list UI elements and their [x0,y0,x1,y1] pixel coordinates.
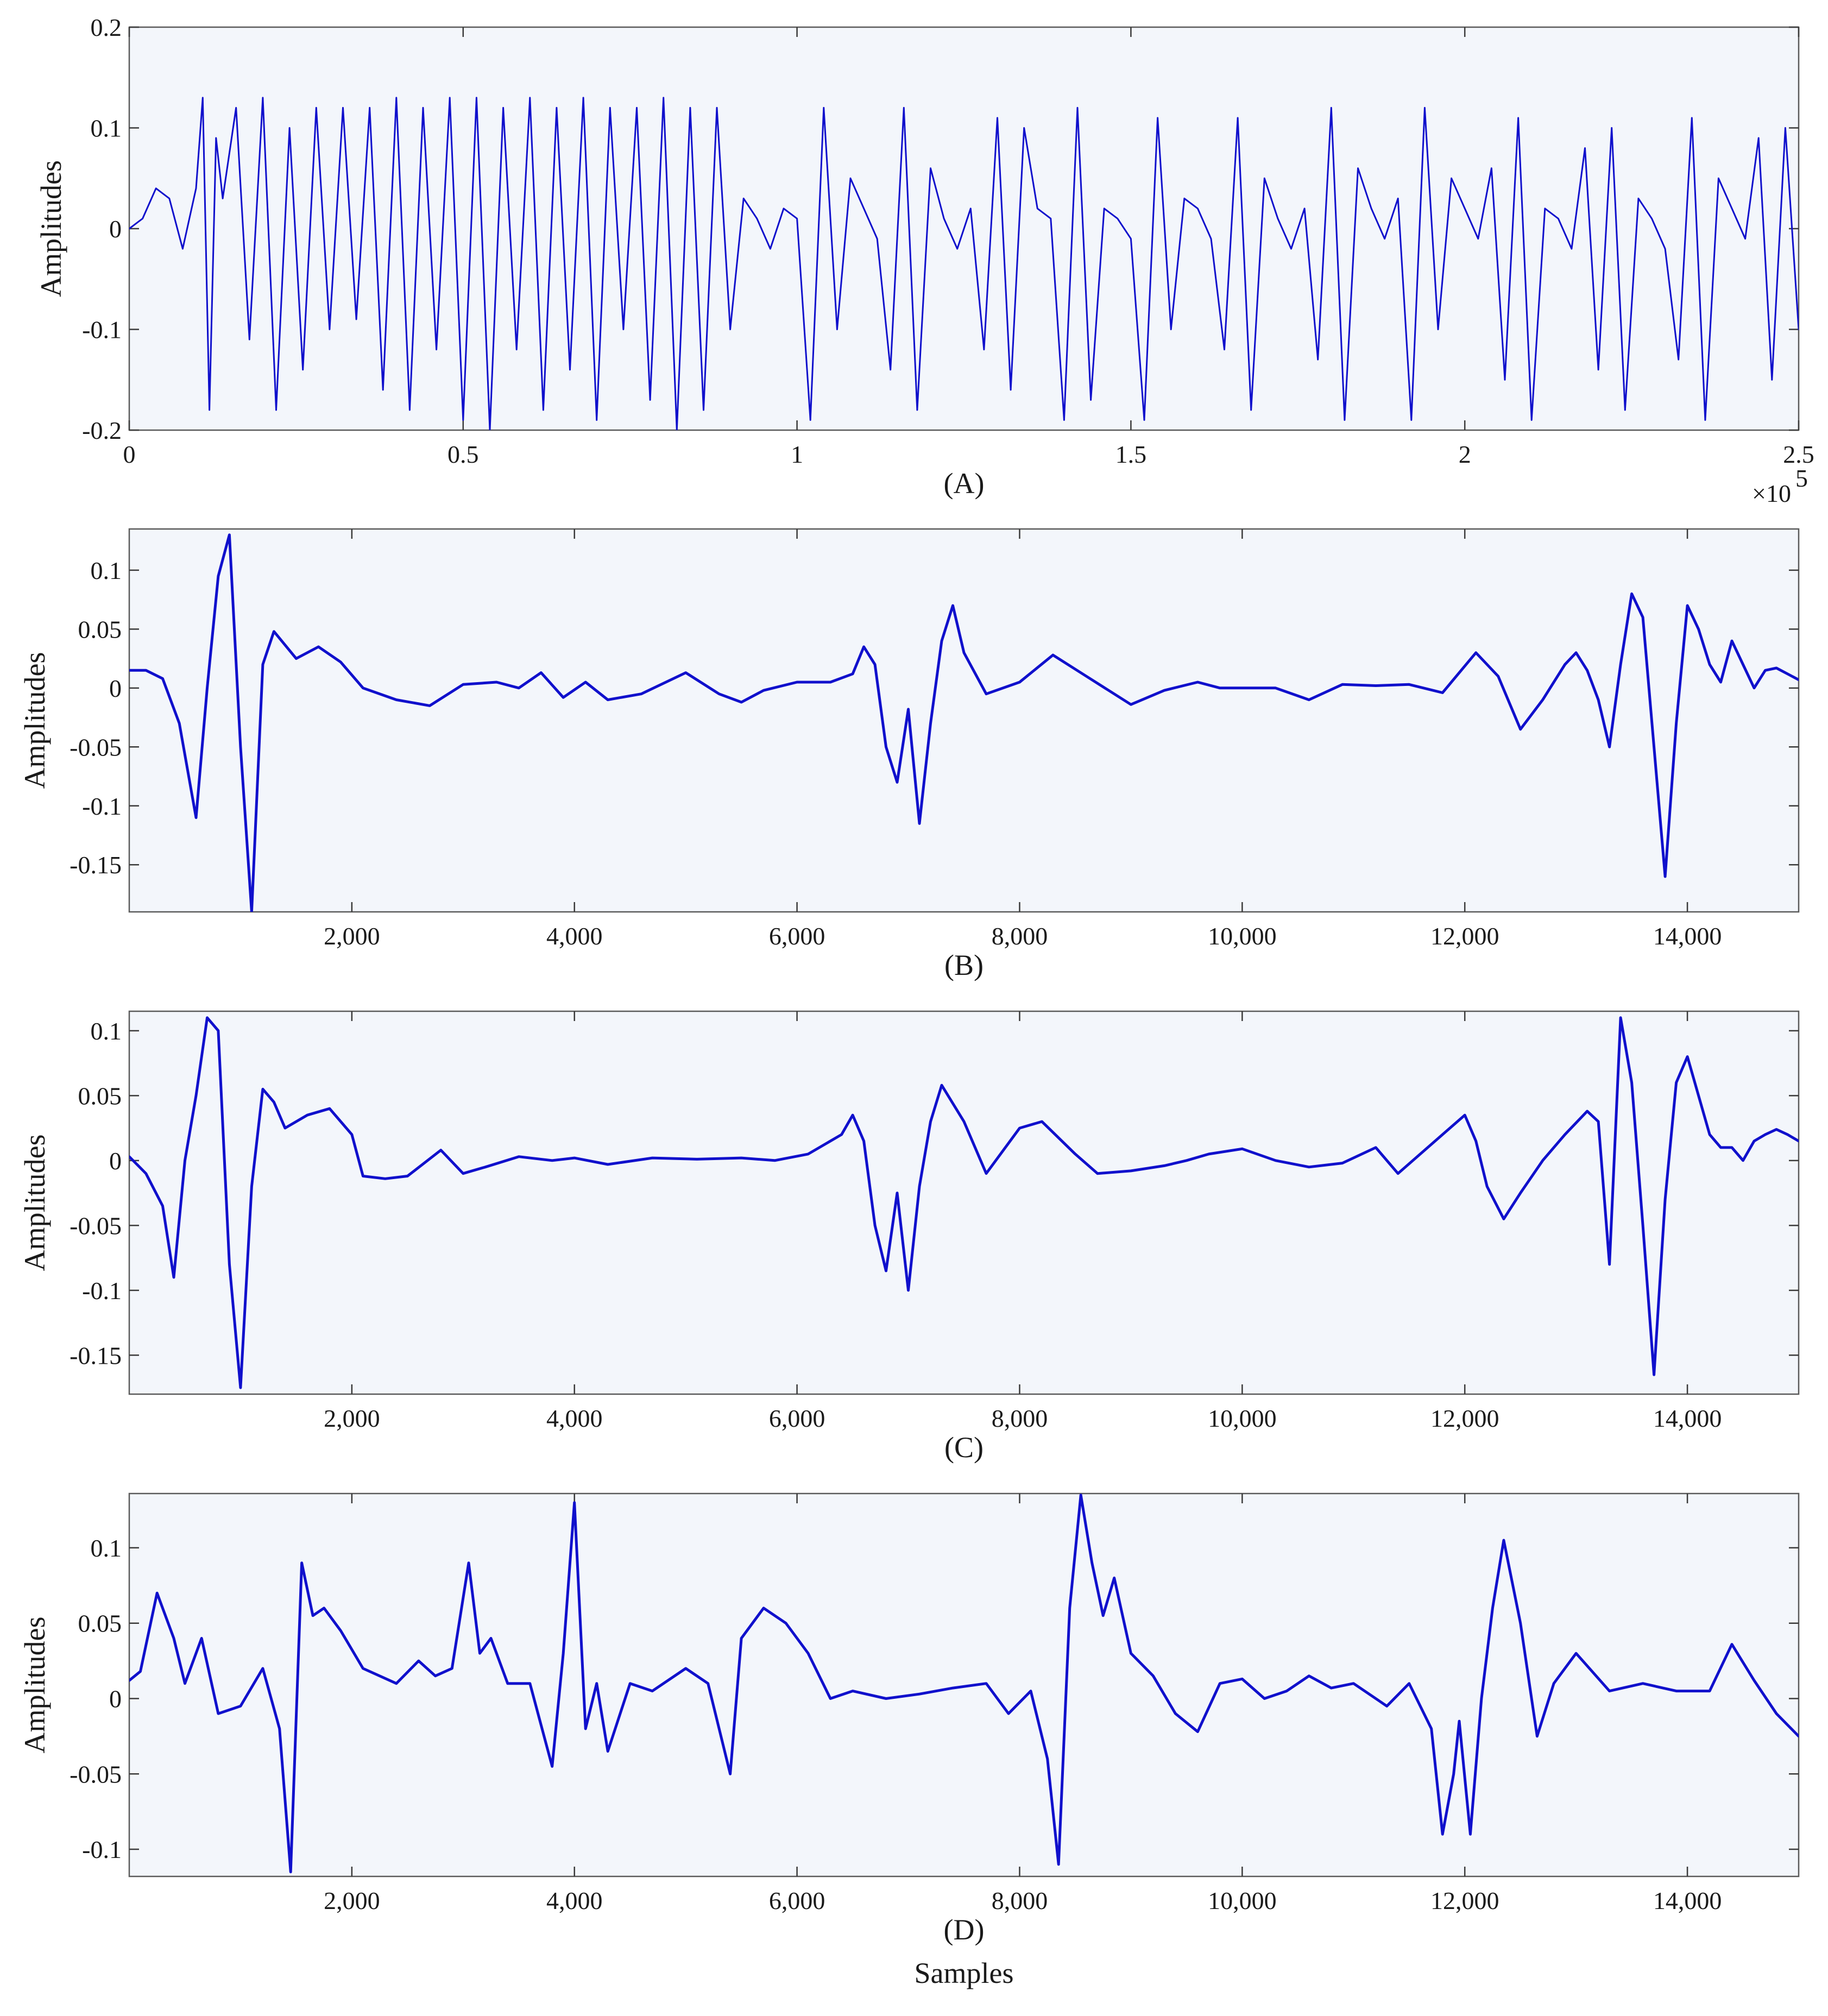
y-tick-label: 0 [109,1685,122,1712]
y-tick-label: -0.1 [82,1836,122,1863]
y-axis-title: Amplitudes [18,1135,51,1271]
x-tick-label: 12,000 [1430,1404,1499,1432]
y-tick-label: -0.05 [70,733,122,761]
y-tick-label: -0.15 [70,851,122,879]
y-tick-label: 0.05 [78,1082,122,1110]
y-tick-label: 0.1 [91,115,122,142]
x-tick-label: 2,000 [324,922,380,950]
x-tick-label: 8,000 [992,1887,1048,1914]
series-line [129,533,1799,912]
x-tick-label: 2.5 [1783,440,1814,468]
y-tick-label: 0.1 [91,1017,122,1045]
y-axis-title: Amplitudes [35,160,67,297]
y-tick-label: 0 [109,675,122,702]
x-axis-exponent-power: 5 [1795,464,1808,492]
y-tick-label: 0 [109,215,122,243]
y-tick-label: -0.1 [82,316,122,344]
y-tick-label: -0.15 [70,1341,122,1369]
x-tick-label: 12,000 [1430,922,1499,950]
series-line [129,1016,1799,1389]
x-tick-label: 1.5 [1115,440,1147,468]
y-tick-label: 0.1 [91,1534,122,1562]
x-tick-label: 6,000 [769,922,825,950]
chart-panel-2: 2,000 4,000 6,000 8,000 10,000 12,000 14,000 0.… [18,1010,1800,1464]
x-tick-label: 12,000 [1430,1887,1499,1914]
series-line [129,1494,1799,1874]
y-tick-label: 0.05 [78,1610,122,1637]
x-tick-label: 6,000 [769,1887,825,1914]
x-tick-label: 0.5 [447,440,479,468]
x-tick-label: 2,000 [324,1887,380,1914]
y-tick-label: 0.1 [91,557,122,584]
x-tick-label: 1 [791,440,803,468]
x-tick-label: 2,000 [324,1404,380,1432]
x-tick-label: 10,000 [1208,1404,1277,1432]
y-tick-label: -0.1 [82,792,122,820]
y-axis-title: Amplitudes [18,652,51,789]
y-tick-label: 0 [109,1147,122,1175]
plot-area [128,1010,1800,1395]
x-tick-label: 10,000 [1208,1887,1277,1914]
x-tick-label: 8,000 [992,922,1048,950]
x-tick-label: 4,000 [546,1404,603,1432]
x-tick-label: 14,000 [1653,1887,1722,1914]
y-tick-label: -0.2 [82,417,122,444]
x-axis-exponent: ×10 [1752,480,1791,507]
chart-panel-1: 2,000 4,000 6,000 8,000 10,000 12,000 14,000 0.… [18,528,1800,981]
x-tick-label: 14,000 [1653,922,1722,950]
x-tick-label: 2 [1459,440,1471,468]
x-tick-label: 10,000 [1208,922,1277,950]
panel-label: (A) [944,467,985,500]
chart-panel-3: 2,000 4,000 6,000 8,000 10,000 12,000 14,000 0.… [18,1492,1800,1989]
y-tick-label: 0.05 [78,615,122,643]
x-tick-label: 6,000 [769,1404,825,1432]
series-line [129,97,1799,430]
x-tick-label: 4,000 [546,922,603,950]
plot-area [128,528,1800,913]
panel-label: (D) [944,1913,985,1946]
panel-label: (C) [944,1431,984,1464]
y-tick-label: 0.2 [91,14,122,41]
panel-label: (B) [944,949,984,981]
y-tick-label: -0.1 [82,1277,122,1305]
x-axis-title: Samples [915,1957,1014,1989]
y-tick-label: -0.05 [70,1760,122,1788]
y-tick-label: -0.05 [70,1212,122,1239]
x-tick-label: 0 [123,440,136,468]
x-tick-label: 14,000 [1653,1404,1722,1432]
plot-area [128,1492,1800,1878]
chart-panel-0: 0 0.5 1 1.5 2 2.5 0.2 0.1 0 -0.1 -0.2 Amplitudes (A)… [35,14,1814,507]
x-tick-label: 4,000 [546,1887,603,1914]
x-tick-label: 8,000 [992,1404,1048,1432]
y-axis-title: Amplitudes [18,1617,51,1754]
